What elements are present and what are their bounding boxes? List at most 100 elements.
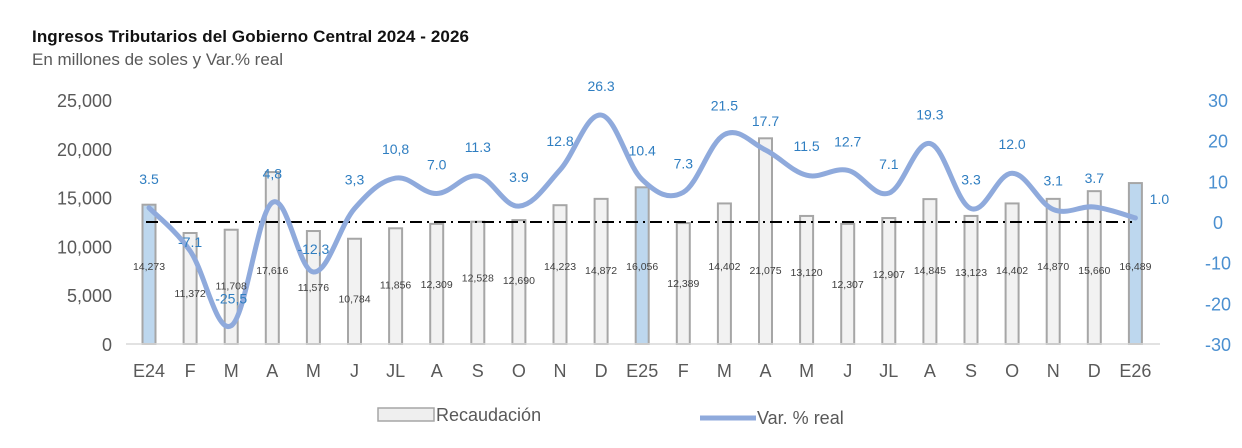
bar-value-label: 12,907 [873,269,905,281]
bar-value-label: 14,872 [585,265,617,277]
bar-value-label: 14,223 [544,261,576,273]
bar-value-label: 14,845 [914,265,946,277]
bar-value-label: 11,576 [298,282,329,294]
line-value-label: 12.7 [834,133,861,149]
x-tick-label: M [717,361,732,381]
left-tick-label: 20,000 [57,140,112,160]
bar [552,204,568,345]
line-value-label: 7.0 [427,157,447,173]
left-axis: 0 5,000 10,000 15,000 20,000 25,000 [57,91,112,355]
right-tick-label: 20 [1208,132,1228,152]
line-value-label: 10.4 [629,143,656,159]
line-value-label: 11.5 [793,138,819,154]
legend-label-var-real: Var. % real [757,408,844,428]
x-tick-label: D [595,361,608,381]
x-tick-label: J [350,361,359,381]
left-tick-label: 0 [102,335,112,355]
right-axis: -30 -20 -10 0 10 20 30 [1205,91,1231,355]
line-value-label: -12,3 [297,241,329,257]
x-tick-label: M [799,361,814,381]
x-tick-label: E25 [626,361,658,381]
x-tick-label: N [1047,361,1060,381]
bar-value-label: 12,389 [667,278,699,290]
line-value-label: 3,3 [345,172,365,188]
x-axis: E24 F M A M J JL A S O N D E25 F M A M J JL A S O N D E26 [133,361,1151,381]
line-value-label: 3.5 [139,171,159,187]
bar-value-label: 12,690 [503,275,535,287]
right-tick-label: -20 [1205,294,1231,314]
x-tick-label: M [306,361,321,381]
line-value-label: 4,8 [263,165,283,181]
bar-value-label: 12,307 [832,279,864,291]
x-tick-label: F [678,361,689,381]
line-value-label: -25,5 [215,291,247,307]
bar-value-label: 11,856 [380,279,411,291]
x-tick-label: S [472,361,484,381]
left-tick-label: 25,000 [57,91,112,111]
x-tick-label: M [224,361,239,381]
line-value-label: 26.3 [587,78,614,94]
line-value-label: 7.1 [879,156,899,172]
x-tick-label: O [1005,361,1019,381]
x-tick-label: N [554,361,567,381]
right-tick-label: 30 [1208,91,1228,111]
bar-value-label: 12,528 [462,273,494,285]
right-tick-label: -10 [1205,254,1231,274]
x-tick-label: A [759,361,771,381]
right-tick-label: 10 [1208,172,1228,192]
legend-label-recaudacion: Recaudación [436,405,541,425]
bar-value-label: 11,372 [174,288,205,300]
line-value-label: 19.3 [916,107,943,123]
x-tick-label: O [512,361,526,381]
bar-value-label: 14,273 [133,261,165,273]
x-tick-label: E26 [1119,361,1151,381]
line-labels: 3.5 -7.1 -25,5 4,8 -12,3 3,3 10,8 7.0 11.3 3.9 12.… [139,78,1169,307]
x-tick-label: J [843,361,852,381]
line-value-label: 17.7 [752,113,779,129]
line-series [146,112,1138,329]
x-tick-label: A [431,361,443,381]
bar-value-label: 11,708 [216,281,247,293]
bar-value-label: 21,075 [749,265,781,277]
line-value-label: 21.5 [711,98,738,114]
left-tick-label: 5,000 [67,286,112,306]
x-tick-label: JL [386,361,405,381]
x-tick-label: A [924,361,936,381]
line-value-label: 7.3 [674,155,694,171]
x-tick-label: E24 [133,361,165,381]
line-value-label: 10,8 [382,141,409,157]
bar [347,237,362,345]
chart-title: Ingresos Tributarios del Gobierno Centra… [32,27,470,46]
bar-value-label: 14,402 [708,261,740,273]
bar-value-label: 16,489 [1119,261,1151,273]
bar [963,214,979,345]
line-value-label: 3.9 [509,169,529,185]
left-tick-label: 15,000 [57,189,112,209]
bar-value-label: 16,056 [626,261,658,273]
bar-value-label: 10,784 [338,294,370,306]
line-value-label: 11.3 [465,139,491,155]
bar-value-label: 15,660 [1078,265,1110,277]
right-tick-label: 0 [1213,213,1223,233]
bar-value-label: 12,309 [421,279,453,291]
bar-series [141,137,1143,346]
bar-value-label: 14,870 [1037,261,1069,273]
x-tick-label: A [266,361,278,381]
line-value-label: -7.1 [178,234,202,250]
bar [758,137,773,345]
line-value-label: 3.3 [961,172,981,188]
left-tick-label: 10,000 [57,237,112,257]
bar-value-label: 13,123 [955,267,987,279]
bar [716,202,732,345]
line-value-label: 1.0 [1150,191,1170,207]
right-tick-label: -30 [1205,335,1231,355]
legend-swatch-recaudacion [377,407,435,422]
bar [141,203,157,345]
bar [799,214,815,345]
x-tick-label: D [1088,361,1101,381]
line-value-label: 12.8 [546,133,573,149]
legend: Recaudación Var. % real [377,405,844,428]
x-tick-label: JL [879,361,898,381]
chart-subtitle: En millones de soles y Var.% real [32,50,284,69]
